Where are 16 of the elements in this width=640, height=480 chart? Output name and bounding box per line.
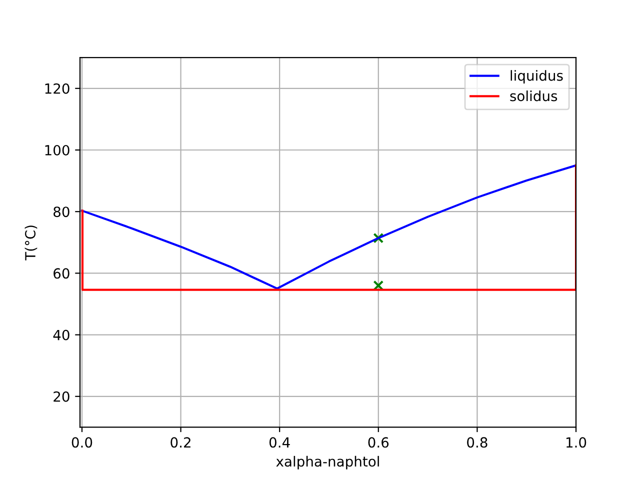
x-axis-title: xalpha-naphtol [276, 456, 379, 470]
y-tick-label: 80 [54, 206, 70, 218]
y-tick-label: 60 [54, 268, 70, 279]
x-tick-label: 0.6 [368, 437, 389, 448]
y-tick-label: 120 [45, 83, 70, 94]
y-tick-label: 40 [53, 330, 70, 340]
x-tick-label: 0.4 [269, 437, 290, 448]
x-tick-label: 1.0 [566, 437, 586, 448]
x-tick-label: 0.2 [170, 437, 190, 448]
y-tick-label: 100 [45, 144, 70, 156]
legend-label: liquidus [510, 70, 563, 84]
y-axis-title: T(°C) [24, 226, 38, 260]
x-tick-label: 0.8 [467, 437, 488, 448]
x-tick-label: 0.0 [72, 437, 92, 448]
y-tick-label: 20 [54, 391, 70, 402]
legend-label: solidus [510, 90, 558, 102]
